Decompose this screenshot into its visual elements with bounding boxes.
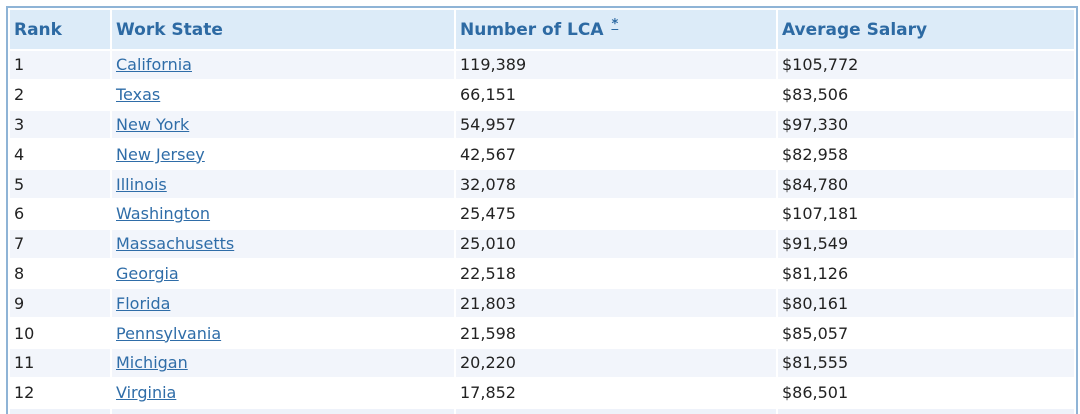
table-row: 9 Florida 21,803 $80,161 xyxy=(10,289,1074,318)
lca-count-cell: 66,151 xyxy=(456,80,776,109)
rank-cell: 9 xyxy=(10,289,110,318)
state-link[interactable]: California xyxy=(116,55,192,75)
lca-by-state-table: Rank Work State Number of LCA * Average … xyxy=(8,8,1076,414)
table-row: 4 New Jersey 42,567 $82,958 xyxy=(10,140,1074,169)
average-salary-cell: $107,181 xyxy=(778,199,1074,228)
rank-cell: 2 xyxy=(10,80,110,109)
table-row: 2 Texas 66,151 $83,506 xyxy=(10,80,1074,109)
lca-count-cell: 32,078 xyxy=(456,170,776,198)
state-link[interactable]: Pennsylvania xyxy=(116,323,222,343)
rank-cell: 10 xyxy=(10,319,110,347)
table-row: 8 Georgia 22,518 $81,126 xyxy=(10,259,1074,288)
table-header-row: Rank Work State Number of LCA * Average … xyxy=(10,10,1074,49)
table-body: 1 California 119,389 $105,772 2 Texas 66,151 $8… xyxy=(10,51,1074,414)
average-salary-column-header: Average Salary xyxy=(778,10,1074,49)
state-link[interactable]: Virginia xyxy=(116,383,177,403)
work-state-cell: Massachusetts xyxy=(112,229,454,258)
rank-cell: 1 xyxy=(10,51,110,79)
average-salary-cell: $81,126 xyxy=(778,259,1074,288)
average-salary-cell: $81,555 xyxy=(778,348,1074,377)
table-row: 12 Virginia 17,852 $86,501 xyxy=(10,378,1074,407)
state-link[interactable]: Illinois xyxy=(116,174,167,194)
work-state-cell: Pennsylvania xyxy=(112,319,454,347)
state-link[interactable]: Florida xyxy=(116,293,171,313)
rank-cell: 6 xyxy=(10,199,110,228)
work-state-cell: Florida xyxy=(112,289,454,318)
average-salary-cell: $91,549 xyxy=(778,229,1074,258)
lca-count-cell: 17,852 xyxy=(456,378,776,407)
state-link[interactable]: Massachusetts xyxy=(116,234,235,254)
average-salary-cell: $86,501 xyxy=(778,378,1074,407)
average-salary-cell: $83,506 xyxy=(778,80,1074,109)
table-row: 11 Michigan 20,220 $81,555 xyxy=(10,348,1074,377)
table-row: 3 New York 54,957 $97,330 xyxy=(10,110,1074,139)
state-link[interactable]: Texas xyxy=(116,85,161,105)
work-state-cell: Washington xyxy=(112,199,454,228)
work-state-cell: Texas xyxy=(112,80,454,109)
lca-count-cell: 25,475 xyxy=(456,199,776,228)
empty-cell xyxy=(778,408,1074,414)
lca-count-cell: 119,389 xyxy=(456,51,776,79)
rank-cell: 7 xyxy=(10,229,110,258)
lca-count-cell: 25,010 xyxy=(456,229,776,258)
lca-count-cell: 22,518 xyxy=(456,259,776,288)
table-row: 5 Illinois 32,078 $84,780 xyxy=(10,170,1074,198)
rank-cell: 3 xyxy=(10,110,110,139)
state-link[interactable]: Michigan xyxy=(116,353,188,373)
average-salary-cell: $105,772 xyxy=(778,51,1074,79)
rank-column-header: Rank xyxy=(10,10,110,49)
table-row: 10 Pennsylvania 21,598 $85,057 xyxy=(10,319,1074,347)
lca-count-cell: 20,220 xyxy=(456,348,776,377)
state-link[interactable]: Washington xyxy=(116,204,211,224)
lca-table-container: Rank Work State Number of LCA * Average … xyxy=(6,6,1078,414)
work-state-cell: Michigan xyxy=(112,348,454,377)
lca-count-column-header: Number of LCA * xyxy=(456,10,776,49)
state-link[interactable]: New York xyxy=(116,114,190,134)
average-salary-cell: $84,780 xyxy=(778,170,1074,198)
table-row: 6 Washington 25,475 $107,181 xyxy=(10,199,1074,228)
lca-header-label: Number of LCA xyxy=(460,19,604,40)
average-salary-cell: $80,161 xyxy=(778,289,1074,318)
state-link[interactable]: New Jersey xyxy=(116,144,205,164)
rank-cell: 12 xyxy=(10,378,110,407)
rank-cell: 8 xyxy=(10,259,110,288)
rank-cell: 5 xyxy=(10,170,110,198)
work-state-cell: Georgia xyxy=(112,259,454,288)
table-row: 1 California 119,389 $105,772 xyxy=(10,51,1074,79)
work-state-cell: New Jersey xyxy=(112,140,454,169)
state-link[interactable]: Georgia xyxy=(116,263,179,283)
lca-count-cell: 42,567 xyxy=(456,140,776,169)
average-salary-cell: $82,958 xyxy=(778,140,1074,169)
table-row: 7 Massachusetts 25,010 $91,549 xyxy=(10,229,1074,258)
work-state-cell: California xyxy=(112,51,454,79)
empty-cell xyxy=(10,408,110,414)
lca-footnote-link[interactable]: * xyxy=(611,16,619,32)
lca-count-cell: 54,957 xyxy=(456,110,776,139)
rank-cell: 4 xyxy=(10,140,110,169)
table-row-partial xyxy=(10,408,1074,414)
rank-cell: 11 xyxy=(10,348,110,377)
lca-count-cell: 21,803 xyxy=(456,289,776,318)
work-state-cell: Virginia xyxy=(112,378,454,407)
empty-cell xyxy=(112,408,454,414)
average-salary-cell: $97,330 xyxy=(778,110,1074,139)
work-state-cell: Illinois xyxy=(112,170,454,198)
work-state-column-header: Work State xyxy=(112,10,454,49)
lca-count-cell: 21,598 xyxy=(456,319,776,347)
empty-cell xyxy=(456,408,776,414)
work-state-cell: New York xyxy=(112,110,454,139)
average-salary-cell: $85,057 xyxy=(778,319,1074,347)
